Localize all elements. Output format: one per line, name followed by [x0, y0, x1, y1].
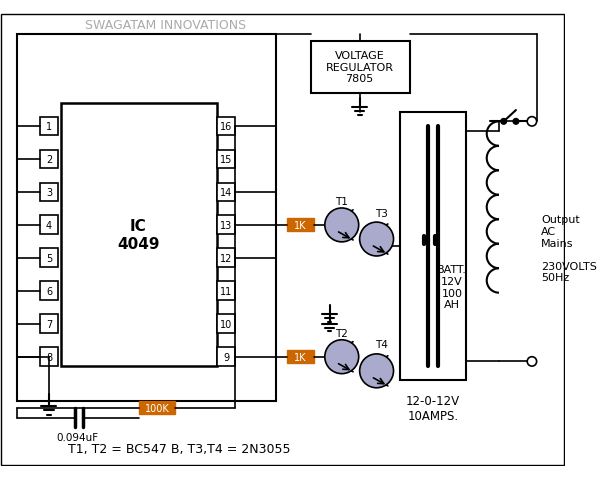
Text: 10: 10	[220, 319, 232, 329]
Bar	[61, 103, 217, 366]
Text: T4: T4	[375, 340, 388, 350]
Text: 2: 2	[46, 155, 52, 165]
Text: 11: 11	[220, 286, 232, 296]
Text: VOLTAGE
REGULATOR
7805: VOLTAGE REGULATOR 7805	[326, 51, 394, 84]
Text: 100K: 100K	[145, 403, 170, 413]
Bar	[217, 315, 235, 334]
Bar	[217, 249, 235, 268]
Text: IC
4049: IC 4049	[117, 219, 160, 251]
Bar	[40, 348, 58, 366]
Text: 1: 1	[46, 122, 52, 132]
Bar	[139, 401, 175, 414]
Circle shape	[325, 340, 359, 374]
Text: 15: 15	[220, 155, 232, 165]
Bar	[40, 118, 58, 136]
Bar	[40, 150, 58, 169]
Text: 3: 3	[46, 188, 52, 198]
Text: T3: T3	[375, 208, 388, 218]
Bar	[311, 42, 410, 94]
Text: 5: 5	[46, 253, 52, 264]
Circle shape	[359, 354, 394, 388]
Bar	[40, 216, 58, 235]
Text: 12: 12	[220, 253, 232, 264]
Circle shape	[527, 357, 536, 366]
Text: 1K: 1K	[294, 352, 307, 362]
Bar	[400, 113, 466, 381]
Bar	[17, 35, 276, 401]
Text: Output
AC
Mains

230VOLTS
50Hz: Output AC Mains 230VOLTS 50Hz	[541, 215, 597, 283]
Bar	[40, 315, 58, 334]
Text: 0.094uF: 0.094uF	[56, 432, 98, 442]
Text: 6: 6	[46, 286, 52, 296]
Bar	[40, 282, 58, 300]
Text: 9: 9	[223, 352, 229, 362]
Text: 7: 7	[46, 319, 52, 329]
Circle shape	[501, 119, 506, 125]
Text: 14: 14	[220, 188, 232, 198]
Text: 4: 4	[46, 220, 52, 230]
Bar	[40, 249, 58, 268]
Text: T2: T2	[335, 328, 348, 338]
Circle shape	[325, 208, 359, 242]
Text: 8: 8	[46, 352, 52, 362]
Bar	[217, 282, 235, 300]
Text: 13: 13	[220, 220, 232, 230]
Bar	[217, 348, 235, 366]
Circle shape	[359, 223, 394, 256]
Bar	[217, 183, 235, 202]
Text: 16: 16	[220, 122, 232, 132]
Text: T1, T2 = BC547 B, T3,T4 = 2N3055: T1, T2 = BC547 B, T3,T4 = 2N3055	[68, 442, 290, 455]
Bar	[40, 183, 58, 202]
Circle shape	[527, 118, 536, 127]
Circle shape	[513, 119, 519, 125]
Text: T1: T1	[335, 197, 348, 207]
Text: 1K: 1K	[294, 220, 307, 230]
Bar	[287, 350, 314, 363]
Bar	[217, 150, 235, 169]
Bar	[217, 216, 235, 235]
Bar	[287, 219, 314, 232]
Text: SWAGATAM INNOVATIONS: SWAGATAM INNOVATIONS	[85, 19, 246, 32]
Text: 12-0-12V
10AMPS.: 12-0-12V 10AMPS.	[406, 395, 460, 422]
Bar	[217, 118, 235, 136]
Text: BATT.
12V
100
AH: BATT. 12V 100 AH	[437, 265, 467, 310]
